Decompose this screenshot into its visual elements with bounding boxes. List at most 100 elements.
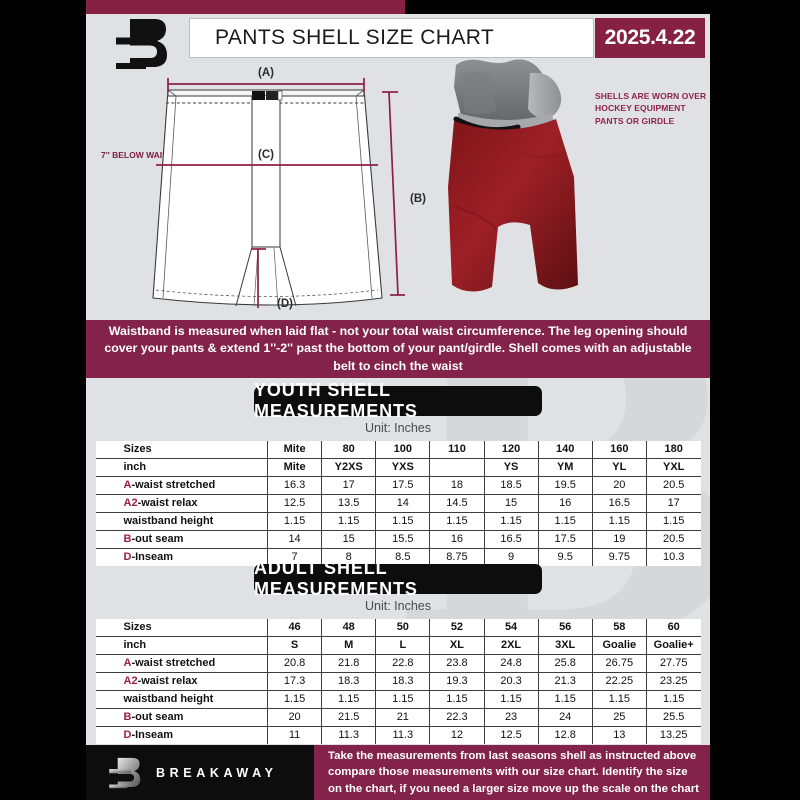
table-cell: 25.8 [537, 654, 593, 673]
below-waist-label: 7'' BELOW WAIST [100, 150, 174, 160]
row-label: A2-waist relax [95, 672, 268, 691]
footer-brand-name: BREAKAWAY [156, 765, 278, 780]
instruction-band: Waistband is measured when laid flat - n… [86, 320, 710, 378]
title-bar: PANTS SHELL SIZE CHART [189, 18, 594, 58]
row-marker: A [123, 479, 132, 491]
table-cell: XL [429, 636, 485, 655]
table-cell: 160 [591, 441, 647, 459]
table-cell: 12.8 [537, 726, 593, 744]
table-cell: 48 [321, 619, 377, 637]
table-cell: 1.15 [429, 690, 485, 709]
svg-text:(D): (D) [277, 298, 293, 310]
svg-text:(C): (C) [258, 149, 274, 161]
table-row: Sizes 46 48 50 52 54 56 58 60 [95, 619, 701, 637]
table-cell: 1.15 [591, 690, 647, 709]
table-cell: YS [483, 458, 539, 477]
instruction-text: Waistband is measured when laid flat - n… [104, 323, 692, 373]
youth-section-heading: YOUTH SHELL MEASUREMENTS [254, 380, 542, 421]
table-cell: 18.5 [483, 476, 539, 495]
table-row: A-waist stretched 20.8 21.8 22.8 23.8 24.8 25.… [95, 654, 701, 673]
row-label: A2-waist relax [95, 494, 268, 513]
table-cell: 3XL [537, 636, 593, 655]
table-cell: 17.5 [537, 530, 593, 549]
table-cell: 1.15 [591, 512, 647, 531]
top-black-strip [405, 0, 710, 14]
table-cell: 14.5 [429, 494, 485, 513]
header-logo-box [86, 14, 189, 69]
table-cell: 1.15 [537, 690, 593, 709]
adult-unit-label: Unit: Inches [364, 599, 431, 613]
row-marker: A2 [123, 675, 138, 687]
youth-heading-text: YOUTH SHELL MEASUREMENTS [254, 380, 418, 421]
table-cell: 11.3 [375, 726, 431, 744]
page-title: PANTS SHELL SIZE CHART [215, 26, 495, 49]
table-cell: 1.15 [375, 690, 431, 709]
table-cell: 20.5 [645, 476, 701, 495]
table-cell: 15 [483, 494, 539, 513]
table-cell: 18 [429, 476, 485, 495]
table-cell: 15 [321, 530, 377, 549]
row-label: A-waist stretched [95, 654, 268, 673]
table-row: D-Inseam 11 11.3 11.3 12 12.5 12.8 13 13.25 [95, 726, 701, 744]
table-cell: 17 [645, 494, 701, 513]
table-row: B-out seam 14 15 15.5 16 16.5 17.5 19 20.5 [95, 530, 701, 549]
table-cell: 13.5 [321, 494, 377, 513]
row-marker: A [123, 657, 132, 669]
table-cell: 180 [645, 441, 701, 459]
table-cell: 1.15 [483, 512, 539, 531]
table-cell: 18.3 [375, 672, 431, 691]
table-cell: 1.15 [321, 512, 377, 531]
table-cell: 13 [591, 726, 647, 744]
table-cell: 12.5 [483, 726, 539, 744]
table-cell: 54 [483, 619, 539, 637]
product-photo [448, 59, 578, 292]
header: PANTS SHELL SIZE CHART 2025.4.22 [86, 14, 710, 69]
table-cell: 52 [429, 619, 485, 637]
footer-note: Take the measurements from last seasons … [314, 745, 710, 800]
table-cell: 17.5 [375, 476, 431, 495]
table-cell: 19 [591, 530, 647, 549]
table-row: waistband height 1.15 1.15 1.15 1.15 1.15 1.15… [95, 512, 701, 531]
table-cell: 12 [429, 726, 485, 744]
table-cell: 9.75 [591, 548, 647, 566]
table-cell: 16.5 [591, 494, 647, 513]
table-cell: 11.3 [321, 726, 377, 744]
table-cell: 12.5 [266, 494, 323, 513]
table-cell: 8.5 [375, 548, 431, 566]
table-cell: L [375, 636, 431, 655]
table-cell: 1.15 [645, 690, 701, 709]
breakaway-b-logo-icon [109, 757, 141, 788]
row-label: inch [95, 636, 268, 655]
table-cell: 22.3 [429, 708, 485, 727]
pant-shell-technical-drawing: (A) (B) (C) (D) [152, 67, 426, 310]
table-cell: 140 [537, 441, 593, 459]
table-cell: 26.75 [591, 654, 647, 673]
table-cell: 60 [645, 619, 701, 637]
table-cell: Y2XS [321, 458, 377, 477]
table-cell: Mite [266, 458, 323, 477]
table-cell: 25.5 [645, 708, 701, 727]
row-label: A-waist stretched [95, 476, 268, 495]
table-cell: 23.8 [429, 654, 485, 673]
table-cell: 21.8 [321, 654, 377, 673]
table-cell: 100 [375, 441, 431, 459]
table-row: A2-waist relax 17.3 18.3 18.3 19.3 20.3 21.3 22… [95, 672, 701, 691]
youth-size-table: Sizes Mite 80 100 110 120 140 160 180 inch Mite Y2X… [95, 441, 701, 566]
table-row: inch S M L XL 2XL 3XL Goalie Goalie+ [95, 636, 701, 655]
adult-heading-text: ADULT SHELL MEASUREMENTS [254, 558, 418, 599]
table-row: A-waist stretched 16.3 17 17.5 18 18.5 19.5 20 2… [95, 476, 701, 495]
table-cell: YXL [645, 458, 701, 477]
table-cell: 1.15 [645, 512, 701, 531]
table-cell: 14 [266, 530, 323, 549]
table-row: Sizes Mite 80 100 110 120 140 160 180 [95, 441, 701, 459]
table-cell: 21 [375, 708, 431, 727]
row-label: D-Inseam [95, 726, 268, 744]
row-label: B-out seam [95, 708, 268, 727]
youth-unit-label: Unit: Inches [364, 421, 431, 435]
side-note: SHELLS ARE WORN OVER HOCKEY EQUIPMENT PA… [595, 91, 707, 126]
table-cell: 80 [321, 441, 377, 459]
table-cell: Goalie+ [645, 636, 701, 655]
table-row: B-out seam 20 21.5 21 22.3 23 24 25 25.5 [95, 708, 701, 727]
table-row: waistband height 1.15 1.15 1.15 1.15 1.15 1.15… [95, 690, 701, 709]
table-cell: 1.15 [429, 512, 485, 531]
